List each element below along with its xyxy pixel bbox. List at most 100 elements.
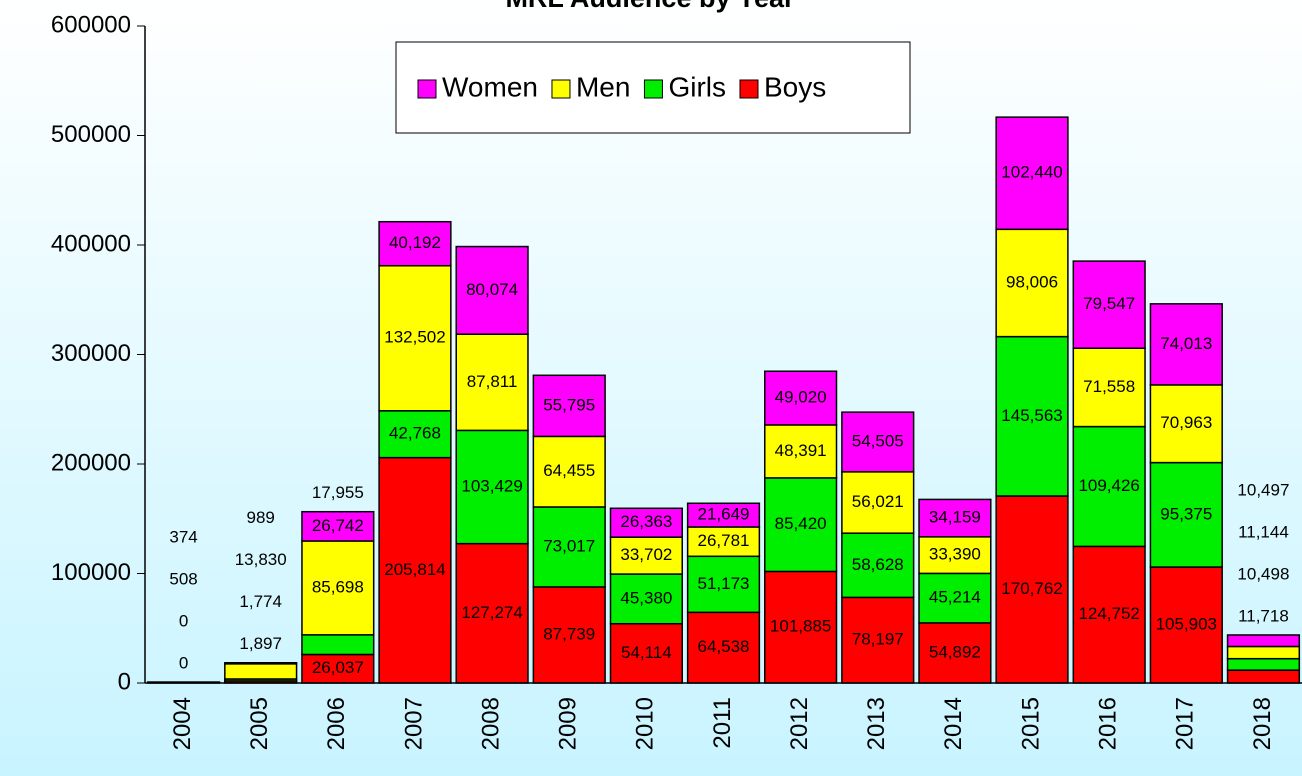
bar-segment	[301, 634, 375, 656]
value-label: 11,718	[1238, 606, 1289, 625]
bar-segment	[841, 532, 915, 599]
value-label: 102,440	[1001, 163, 1062, 182]
value-label: 40,192	[389, 233, 441, 252]
bar-segment	[1149, 303, 1223, 386]
bar-segment	[918, 536, 992, 575]
value-label: 55,795	[543, 395, 595, 414]
bar-segment	[686, 611, 761, 684]
value-label: 54,892	[929, 642, 981, 661]
y-tick-label: 400000	[51, 230, 131, 257]
value-label: 54,505	[852, 431, 904, 450]
bar-segment	[1072, 347, 1146, 428]
chart-title: MRL Audience by Year	[505, 0, 795, 13]
legend-swatch	[551, 79, 571, 99]
value-label: 109,426	[1078, 476, 1139, 495]
bar-segment	[1149, 384, 1223, 464]
bar-segment	[995, 335, 1069, 497]
bar-segment	[532, 435, 606, 508]
value-label: 64,538	[698, 637, 750, 656]
value-label: 103,429	[461, 476, 522, 495]
x-tick-label: 2004	[169, 697, 196, 750]
value-label: 70,963	[1160, 413, 1212, 432]
x-tick-label: 2015	[1017, 697, 1044, 750]
bar-segment	[764, 424, 838, 479]
bar-segment	[995, 116, 1069, 231]
bar-segment	[1072, 260, 1146, 349]
bar-segment	[301, 540, 375, 636]
bar-segment	[455, 245, 529, 335]
value-label: 79,547	[1083, 294, 1135, 313]
bar-segment	[609, 536, 683, 575]
value-label: 85,420	[775, 514, 827, 533]
value-label: 145,563	[1001, 406, 1062, 425]
y-tick-label: 0	[118, 668, 131, 695]
y-tick-label: 100000	[51, 559, 131, 586]
bar-segment	[378, 410, 452, 459]
value-label: 124,752	[1078, 604, 1139, 623]
legend-label: Men	[576, 71, 630, 102]
bar-segment	[1226, 669, 1301, 684]
bar-segment	[378, 220, 452, 267]
value-label: 45,214	[929, 588, 981, 607]
value-label: 17,955	[312, 483, 364, 502]
bar-segment	[918, 572, 992, 624]
value-label: 73,017	[543, 536, 595, 555]
value-label: 33,702	[620, 545, 672, 564]
bar-segment	[1226, 657, 1301, 671]
x-tick-label: 2014	[940, 697, 967, 750]
bar-segment	[378, 264, 452, 412]
value-label: 26,742	[312, 516, 364, 535]
value-label: 58,628	[852, 555, 904, 574]
x-tick-label: 2009	[555, 697, 582, 750]
x-tick-label: 2007	[400, 697, 427, 750]
value-label: 21,649	[698, 505, 750, 524]
x-tick-label: 2017	[1172, 697, 1199, 750]
x-tick-label: 2013	[863, 697, 890, 750]
value-label: 42,768	[389, 424, 441, 443]
bar-segment	[532, 374, 606, 438]
bar-segment	[1226, 645, 1301, 660]
value-label: 101,885	[770, 617, 831, 636]
value-label: 1,897	[239, 634, 282, 653]
bar-segment	[609, 573, 683, 625]
bar-segment	[841, 411, 915, 473]
bar-segment	[764, 370, 838, 426]
bar-segment	[455, 542, 529, 684]
bar-segment	[301, 510, 375, 542]
legend-swatch	[643, 79, 663, 99]
x-tick-label: 2010	[632, 697, 659, 750]
legend-swatch	[417, 79, 437, 99]
x-tick-label: 2016	[1095, 697, 1122, 750]
value-label: 85,698	[312, 577, 364, 596]
bar-segment	[764, 477, 838, 573]
x-tick-label: 2006	[323, 697, 350, 750]
value-label: 33,390	[929, 545, 981, 564]
value-label: 48,391	[775, 441, 827, 460]
bar-segment	[686, 502, 761, 528]
bar-segment	[455, 429, 529, 545]
legend-label: Girls	[668, 71, 726, 102]
y-tick-label: 200000	[51, 449, 131, 476]
value-label: 26,037	[312, 658, 364, 677]
value-label: 26,781	[698, 531, 750, 550]
bar-segment	[841, 471, 915, 534]
y-tick-label: 300000	[51, 340, 131, 367]
value-label: 13,830	[235, 550, 287, 569]
value-label: 51,173	[698, 574, 750, 593]
y-tick-label: 500000	[51, 121, 131, 148]
legend-swatch	[739, 79, 759, 99]
x-tick-label: 2008	[477, 697, 504, 750]
bar-segment	[609, 622, 683, 684]
value-label: 1,774	[239, 592, 282, 611]
value-label: 95,375	[1160, 504, 1212, 523]
value-label: 0	[179, 654, 188, 673]
value-label: 105,903	[1156, 615, 1217, 634]
legend-label: Women	[442, 71, 538, 102]
value-label: 508	[169, 570, 197, 589]
value-label: 87,739	[543, 624, 595, 643]
value-label: 64,455	[543, 461, 595, 480]
value-label: 45,380	[620, 588, 672, 607]
value-label: 989	[247, 508, 275, 527]
x-tick-label: 2012	[786, 697, 813, 750]
x-tick-label: 2011	[709, 697, 736, 749]
